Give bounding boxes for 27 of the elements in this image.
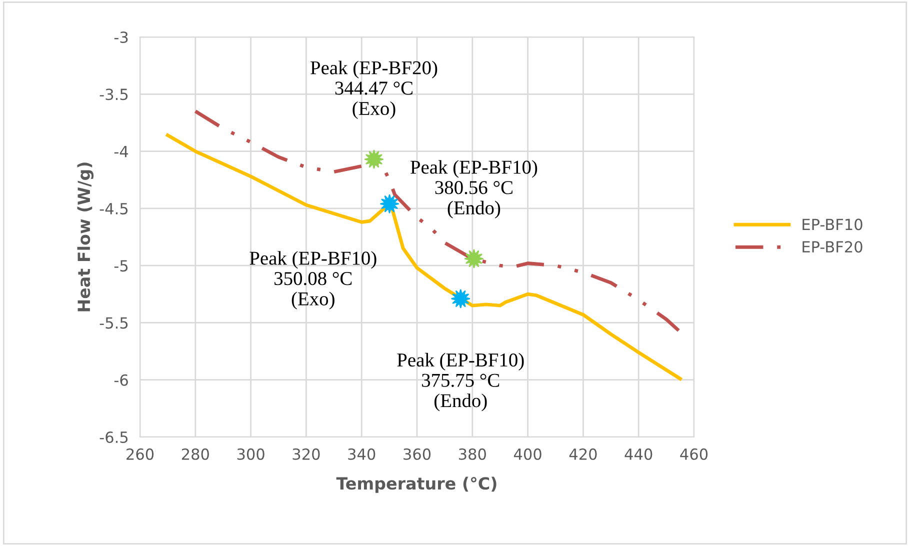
y-tick-label: -5: [114, 260, 128, 272]
x-tick-label: 440: [624, 448, 652, 460]
x-tick-label: 460: [680, 448, 708, 460]
y-tick-label: -4.5: [100, 203, 128, 214]
annotation: Peak (EP-BF10) 375.75 °C (Endo): [397, 352, 524, 412]
x-tick-label: 360: [404, 448, 431, 460]
x-tick-label: 280: [182, 448, 209, 460]
annotation: Peak (EP-BF20) 344.47 °C (Exo): [310, 60, 438, 119]
x-tick-label: 420: [569, 448, 597, 460]
x-tick-label: 260: [126, 448, 154, 460]
x-tick-label: 300: [237, 448, 264, 460]
x-tick-label: 400: [514, 448, 542, 460]
legend-label: EP-BF20: [802, 241, 862, 253]
legend-label: EP-BF10: [802, 218, 862, 230]
annotation: Peak (EP-BF10) 380.56 °C (Endo): [410, 160, 538, 218]
x-tick-label: 320: [292, 448, 320, 460]
y-tick-label: -6: [114, 374, 128, 386]
x-tick-label: 340: [348, 448, 376, 460]
y-axis-title: Heat Flow (W/g): [77, 162, 94, 312]
y-tick-label: -3: [114, 31, 128, 44]
y-tick-label: -6.5: [100, 431, 128, 444]
y-tick-label: -4: [114, 146, 128, 158]
x-axis-title: Temperature (°C): [336, 476, 496, 493]
x-tick-label: 380: [458, 448, 486, 460]
y-tick-label: -3.5: [100, 88, 128, 100]
annotation: Peak (EP-BF10) 350.08 °C (Exo): [250, 251, 376, 310]
y-tick-label: -5.5: [100, 317, 128, 329]
